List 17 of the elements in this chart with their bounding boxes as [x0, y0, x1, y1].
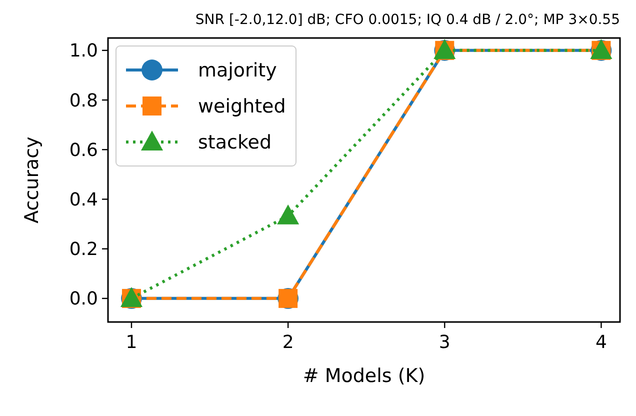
- y-tick-label: 0.0: [69, 288, 98, 310]
- point: [277, 204, 300, 224]
- y-tick-label: 0.8: [69, 90, 98, 112]
- x-tick-label: 3: [438, 332, 450, 353]
- legend-label: weighted: [198, 96, 286, 118]
- x-axis-title: # Models (K): [302, 365, 426, 387]
- y-tick-label: 0.4: [69, 190, 98, 211]
- x-tick-label: 1: [126, 332, 138, 353]
- legend-label: stacked: [198, 132, 272, 154]
- y-tick-label: 0.6: [69, 140, 98, 161]
- x-tick-label: 4: [595, 332, 607, 353]
- text: SNR [-2.0,12.0] dB; CFO 0.0015; IQ 0.4 dB / 2.0°; MP 3×0.55: [195, 12, 620, 28]
- x-tick-label: 2: [282, 332, 294, 353]
- y-tick-label: 0.2: [69, 239, 98, 260]
- y-tick-label: 1.0: [69, 40, 98, 62]
- legend-label: majority: [198, 60, 277, 82]
- y-axis-title: Accuracy: [21, 136, 43, 224]
